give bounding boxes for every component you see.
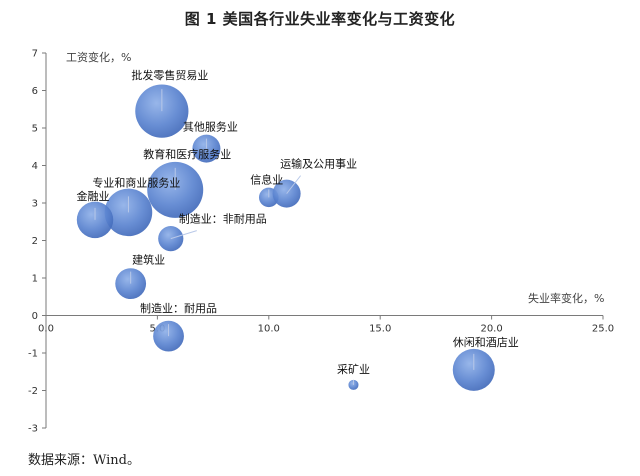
x-tick-label: 20.0 <box>480 324 502 335</box>
leader-line <box>170 230 197 240</box>
bubble-label: 休闲和酒店业 <box>453 335 519 349</box>
y-tick-label: 5 <box>32 124 38 135</box>
bubble-label: 建筑业 <box>132 253 165 267</box>
source-note: 数据来源：Wind。 <box>28 453 140 468</box>
bubble-label: 信息业 <box>250 172 283 186</box>
y-tick-label: 1 <box>32 274 38 285</box>
bubble-label: 制造业：耐用品 <box>140 301 217 315</box>
y-tick-label: 3 <box>32 199 38 210</box>
y-tick-label: 7 <box>32 49 38 60</box>
x-tick-label: 15.0 <box>369 324 391 335</box>
y-tick-label: 6 <box>32 86 38 97</box>
y-axis-label: 工资变化，% <box>66 50 131 64</box>
y-tick-label: 4 <box>32 161 38 172</box>
bubble-label: 其他服务业 <box>183 121 238 134</box>
bubble-label: 采矿业 <box>337 363 370 376</box>
y-tick-label: 2 <box>32 236 38 247</box>
y-tick-label: -2 <box>28 386 38 397</box>
x-tick-label: 0.0 <box>38 324 54 335</box>
bubble-label: 运输及公用事业 <box>280 157 357 171</box>
bubble-label: 批发零售贸易业 <box>131 68 208 82</box>
x-tick-label: 10.0 <box>258 324 280 335</box>
chart-title: 图 1 美国各行业失业率变化与工资变化 <box>184 10 456 28</box>
y-tick-label: -1 <box>28 349 38 360</box>
bubble-label: 金融业 <box>77 189 110 203</box>
x-axis-label: 失业率变化，% <box>528 291 604 305</box>
bubble-label: 制造业：非耐用品 <box>179 212 267 226</box>
x-tick-label: 25.0 <box>592 324 614 335</box>
y-tick-label: -3 <box>28 424 38 435</box>
bubble-label: 专业和商业服务业 <box>92 175 180 189</box>
bubble-label: 教育和医疗服务业 <box>143 147 231 161</box>
y-tick-label: 0 <box>32 311 38 322</box>
leader-line <box>286 175 302 194</box>
